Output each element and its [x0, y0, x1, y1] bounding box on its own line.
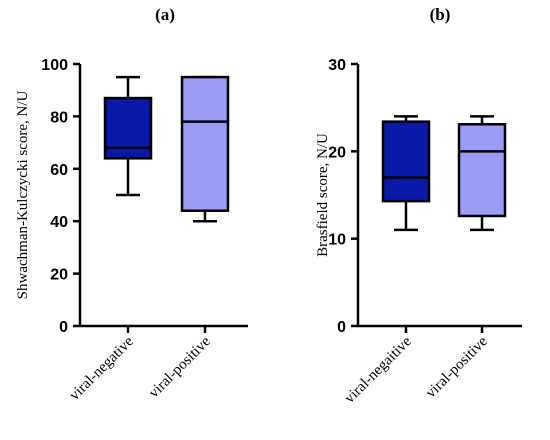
y-tick-label: 20	[50, 267, 68, 284]
y-tick-label: 60	[50, 162, 68, 179]
box-iqr	[457, 123, 507, 218]
y-tick-label: 10	[328, 232, 346, 249]
category-label: viral-positive	[146, 333, 214, 401]
y-tick-label: 100	[41, 57, 68, 74]
y-tick-label: 0	[59, 319, 68, 336]
y-axis-label: Shwachman-Kulczycki score, N/U	[15, 90, 31, 299]
y-tick-label: 0	[337, 319, 346, 336]
y-tick-label: 40	[50, 214, 68, 231]
box-iqr	[180, 75, 230, 212]
box-iqr	[381, 120, 431, 203]
category-label: viral-negative	[67, 333, 137, 403]
category-label: viral-negaitive	[342, 333, 415, 406]
y-axis-label: Brasfield score, N/U	[315, 133, 331, 257]
category-label: viral-positive	[423, 333, 491, 401]
box-iqr	[103, 96, 153, 160]
y-tick-label: 20	[328, 144, 346, 161]
y-tick-label: 30	[328, 57, 346, 74]
y-tick-label: 80	[50, 109, 68, 126]
panel-label: (a)	[155, 5, 175, 24]
panel-label: (b)	[430, 5, 451, 24]
